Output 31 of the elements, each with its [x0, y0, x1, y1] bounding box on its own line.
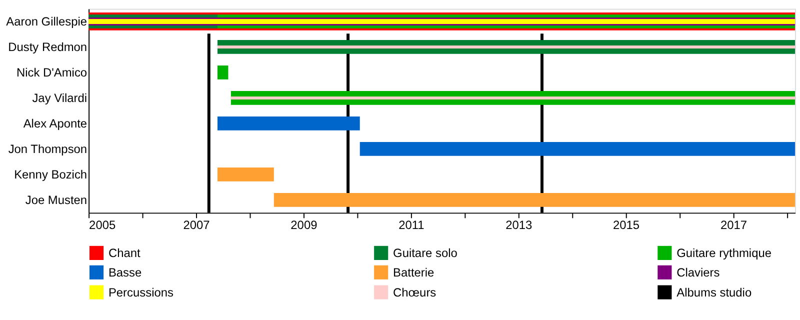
y-tick-label: Aaron Gillespie	[6, 14, 88, 28]
bar	[217, 167, 274, 182]
legend-label: Albums studio	[676, 285, 752, 300]
bar	[274, 192, 796, 207]
y-tick-label: Jay Vilardi	[32, 90, 88, 105]
bar	[217, 116, 360, 130]
x-tick-label: 2007	[183, 218, 210, 232]
y-tick-label: Kenny Bozich	[14, 167, 88, 182]
bar	[360, 142, 796, 156]
y-tick-label: Jon Thompson	[8, 142, 88, 156]
legend-label: Percussions	[108, 285, 174, 300]
legend-label: Claviers	[676, 265, 720, 280]
legend-label: Batterie	[393, 265, 435, 280]
legend-label: Chœurs	[393, 285, 436, 300]
legend-label: Guitare solo	[393, 246, 458, 260]
x-tick-label: 2011	[398, 218, 425, 232]
bar	[217, 45, 796, 48]
y-tick-label: Joe Musten	[25, 192, 88, 207]
x-tick-label: 2013	[506, 218, 532, 232]
legend-label: Basse	[108, 265, 142, 280]
x-tick-label: 2017	[720, 218, 748, 232]
x-tick-label: 2009	[290, 218, 318, 232]
x-tick-label: 2005	[89, 218, 116, 232]
x-tick-label: 2015	[613, 218, 640, 232]
y-tick-label: Nick D'Amico	[16, 65, 88, 80]
y-tick-label: Dusty Redmon	[8, 40, 88, 54]
legend-label: Guitare rythmique	[676, 246, 772, 260]
bar	[217, 65, 228, 80]
y-tick-label: Alex Aponte	[23, 116, 88, 130]
bar	[230, 96, 796, 100]
legend-label: Chant	[108, 246, 141, 260]
